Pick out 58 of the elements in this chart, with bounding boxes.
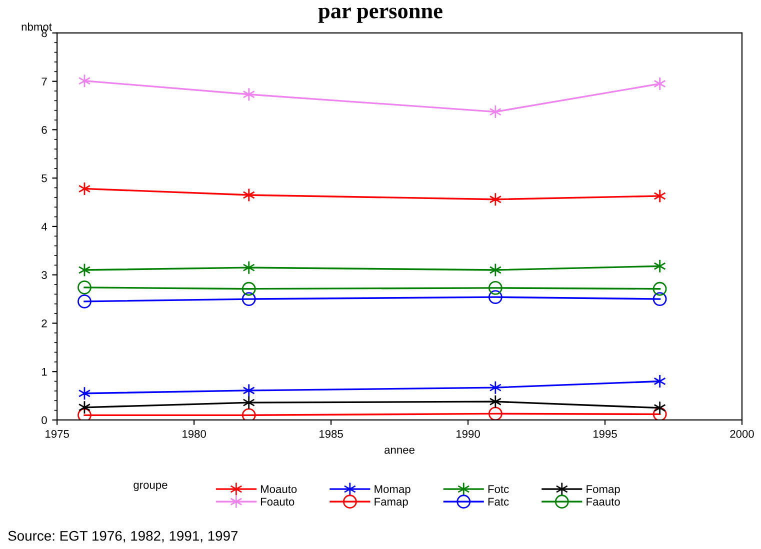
legend-label: Famap <box>374 498 408 508</box>
point <box>654 189 666 203</box>
point <box>489 192 502 206</box>
point <box>489 104 502 119</box>
x-tick-label: 1980 <box>182 430 206 438</box>
chart-title: par personne <box>318 8 442 23</box>
x-tick-label: 1975 <box>46 430 69 438</box>
y-tick-label: 6 <box>42 126 47 134</box>
point <box>78 400 91 414</box>
point <box>78 386 91 400</box>
y-axis-title: nbmot <box>22 22 52 31</box>
y-tick-label: 2 <box>42 319 47 328</box>
legend-label: Faauto <box>586 498 620 506</box>
legend-title: groupe <box>134 482 168 492</box>
point <box>242 260 255 275</box>
legend-label: Fotc <box>488 485 509 494</box>
point <box>78 280 92 294</box>
point <box>654 400 666 415</box>
legend-label: Foauto <box>260 498 294 506</box>
legend-label: Fomap <box>586 485 620 496</box>
y-tick-label: 7 <box>42 78 47 86</box>
legend-label: Moauto <box>260 485 297 494</box>
y-tick-label: 5 <box>42 174 47 182</box>
point <box>489 394 502 409</box>
point <box>489 263 502 277</box>
legend-label: Fatc <box>488 498 509 506</box>
x-axis-title: annee <box>384 448 414 454</box>
point <box>78 294 92 308</box>
point <box>654 76 666 91</box>
point <box>489 380 502 395</box>
point <box>242 408 256 420</box>
point <box>78 74 91 88</box>
source-note: Source: EGT 1976, 1982, 1991, 1997 <box>8 530 238 542</box>
point <box>652 282 667 296</box>
point <box>488 280 502 295</box>
point <box>78 182 91 196</box>
point <box>654 259 666 274</box>
point <box>242 292 256 306</box>
point <box>78 263 91 277</box>
point <box>242 396 255 410</box>
point <box>652 292 667 306</box>
point <box>242 384 255 398</box>
y-tick-label: 4 <box>41 222 48 230</box>
point <box>242 282 256 296</box>
point <box>242 87 255 102</box>
y-tick-label: 3 <box>42 271 47 279</box>
y-tick-label: 0 <box>42 416 47 424</box>
legend-label: Momap <box>374 485 410 496</box>
point <box>78 408 92 420</box>
point <box>488 406 502 420</box>
point <box>488 290 502 304</box>
y-tick-label: 1 <box>42 368 47 376</box>
point <box>242 188 255 202</box>
x-tick-label: 1990 <box>456 430 480 438</box>
x-tick-label: 2000 <box>730 430 754 438</box>
x-tick-label: 1985 <box>320 430 343 438</box>
point <box>654 374 666 388</box>
x-tick-label: 1995 <box>593 430 617 438</box>
